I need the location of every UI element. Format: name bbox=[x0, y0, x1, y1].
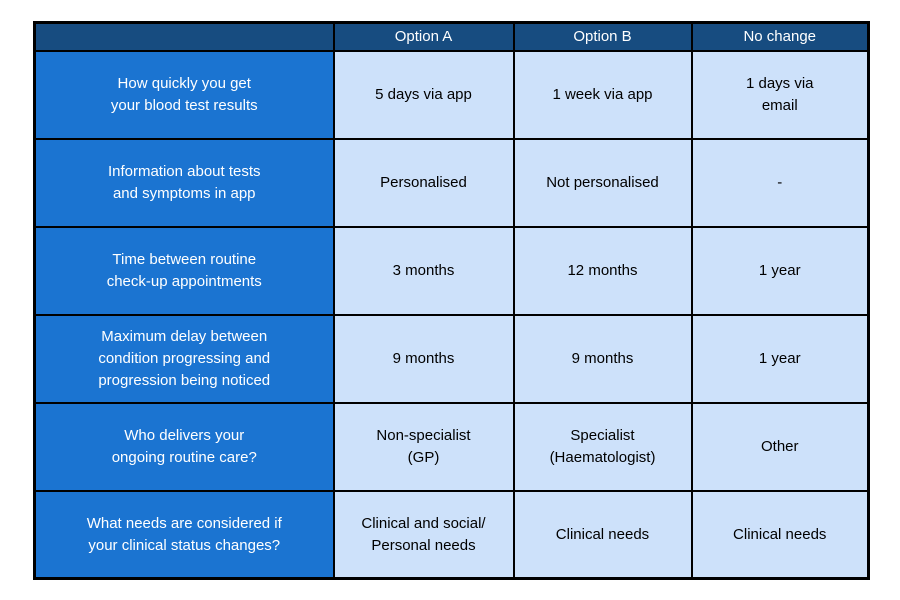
header-row: Option A Option B No change bbox=[33, 21, 870, 52]
table-row-needs-considered: What needs are considered if your clinic… bbox=[33, 489, 870, 580]
column-header-blank bbox=[33, 21, 335, 52]
cell-option-b: Specialist (Haematologist) bbox=[512, 401, 693, 492]
cell-no-change: Clinical needs bbox=[690, 489, 870, 580]
row-label-checkup-interval: Time between routine check-up appointmen… bbox=[33, 225, 335, 316]
cell-option-a: 3 months bbox=[332, 225, 515, 316]
cell-option-b: 1 week via app bbox=[512, 49, 693, 140]
table-row-care-provider: Who delivers your ongoing routine care? … bbox=[33, 401, 870, 492]
cell-no-change: 1 days via email bbox=[690, 49, 870, 140]
cell-option-a: Clinical and social/ Personal needs bbox=[332, 489, 515, 580]
cell-option-a: Non-specialist (GP) bbox=[332, 401, 515, 492]
cell-no-change: 1 year bbox=[690, 313, 870, 404]
column-header-option-b: Option B bbox=[512, 21, 693, 52]
table-row-checkup-interval: Time between routine check-up appointmen… bbox=[33, 225, 870, 316]
options-comparison-table: Option A Option B No change How quickly … bbox=[33, 21, 870, 581]
cell-no-change: - bbox=[690, 137, 870, 228]
cell-option-a: Personalised bbox=[332, 137, 515, 228]
table-row-blood-test-results: How quickly you get your blood test resu… bbox=[33, 49, 870, 140]
cell-option-a: 5 days via app bbox=[332, 49, 515, 140]
row-label-progression-delay: Maximum delay between condition progress… bbox=[33, 313, 335, 404]
cell-option-a: 9 months bbox=[332, 313, 515, 404]
cell-option-b: 9 months bbox=[512, 313, 693, 404]
column-header-no-change: No change bbox=[690, 21, 870, 52]
row-label-care-provider: Who delivers your ongoing routine care? bbox=[33, 401, 335, 492]
cell-option-b: Clinical needs bbox=[512, 489, 693, 580]
table-row-progression-delay: Maximum delay between condition progress… bbox=[33, 313, 870, 404]
column-header-option-a: Option A bbox=[332, 21, 515, 52]
cell-no-change: Other bbox=[690, 401, 870, 492]
row-label-blood-test-results: How quickly you get your blood test resu… bbox=[33, 49, 335, 140]
cell-option-b: 12 months bbox=[512, 225, 693, 316]
cell-no-change: 1 year bbox=[690, 225, 870, 316]
row-label-needs-considered: What needs are considered if your clinic… bbox=[33, 489, 335, 580]
cell-option-b: Not personalised bbox=[512, 137, 693, 228]
table-row-test-information: Information about tests and symptoms in … bbox=[33, 137, 870, 228]
row-label-test-information: Information about tests and symptoms in … bbox=[33, 137, 335, 228]
